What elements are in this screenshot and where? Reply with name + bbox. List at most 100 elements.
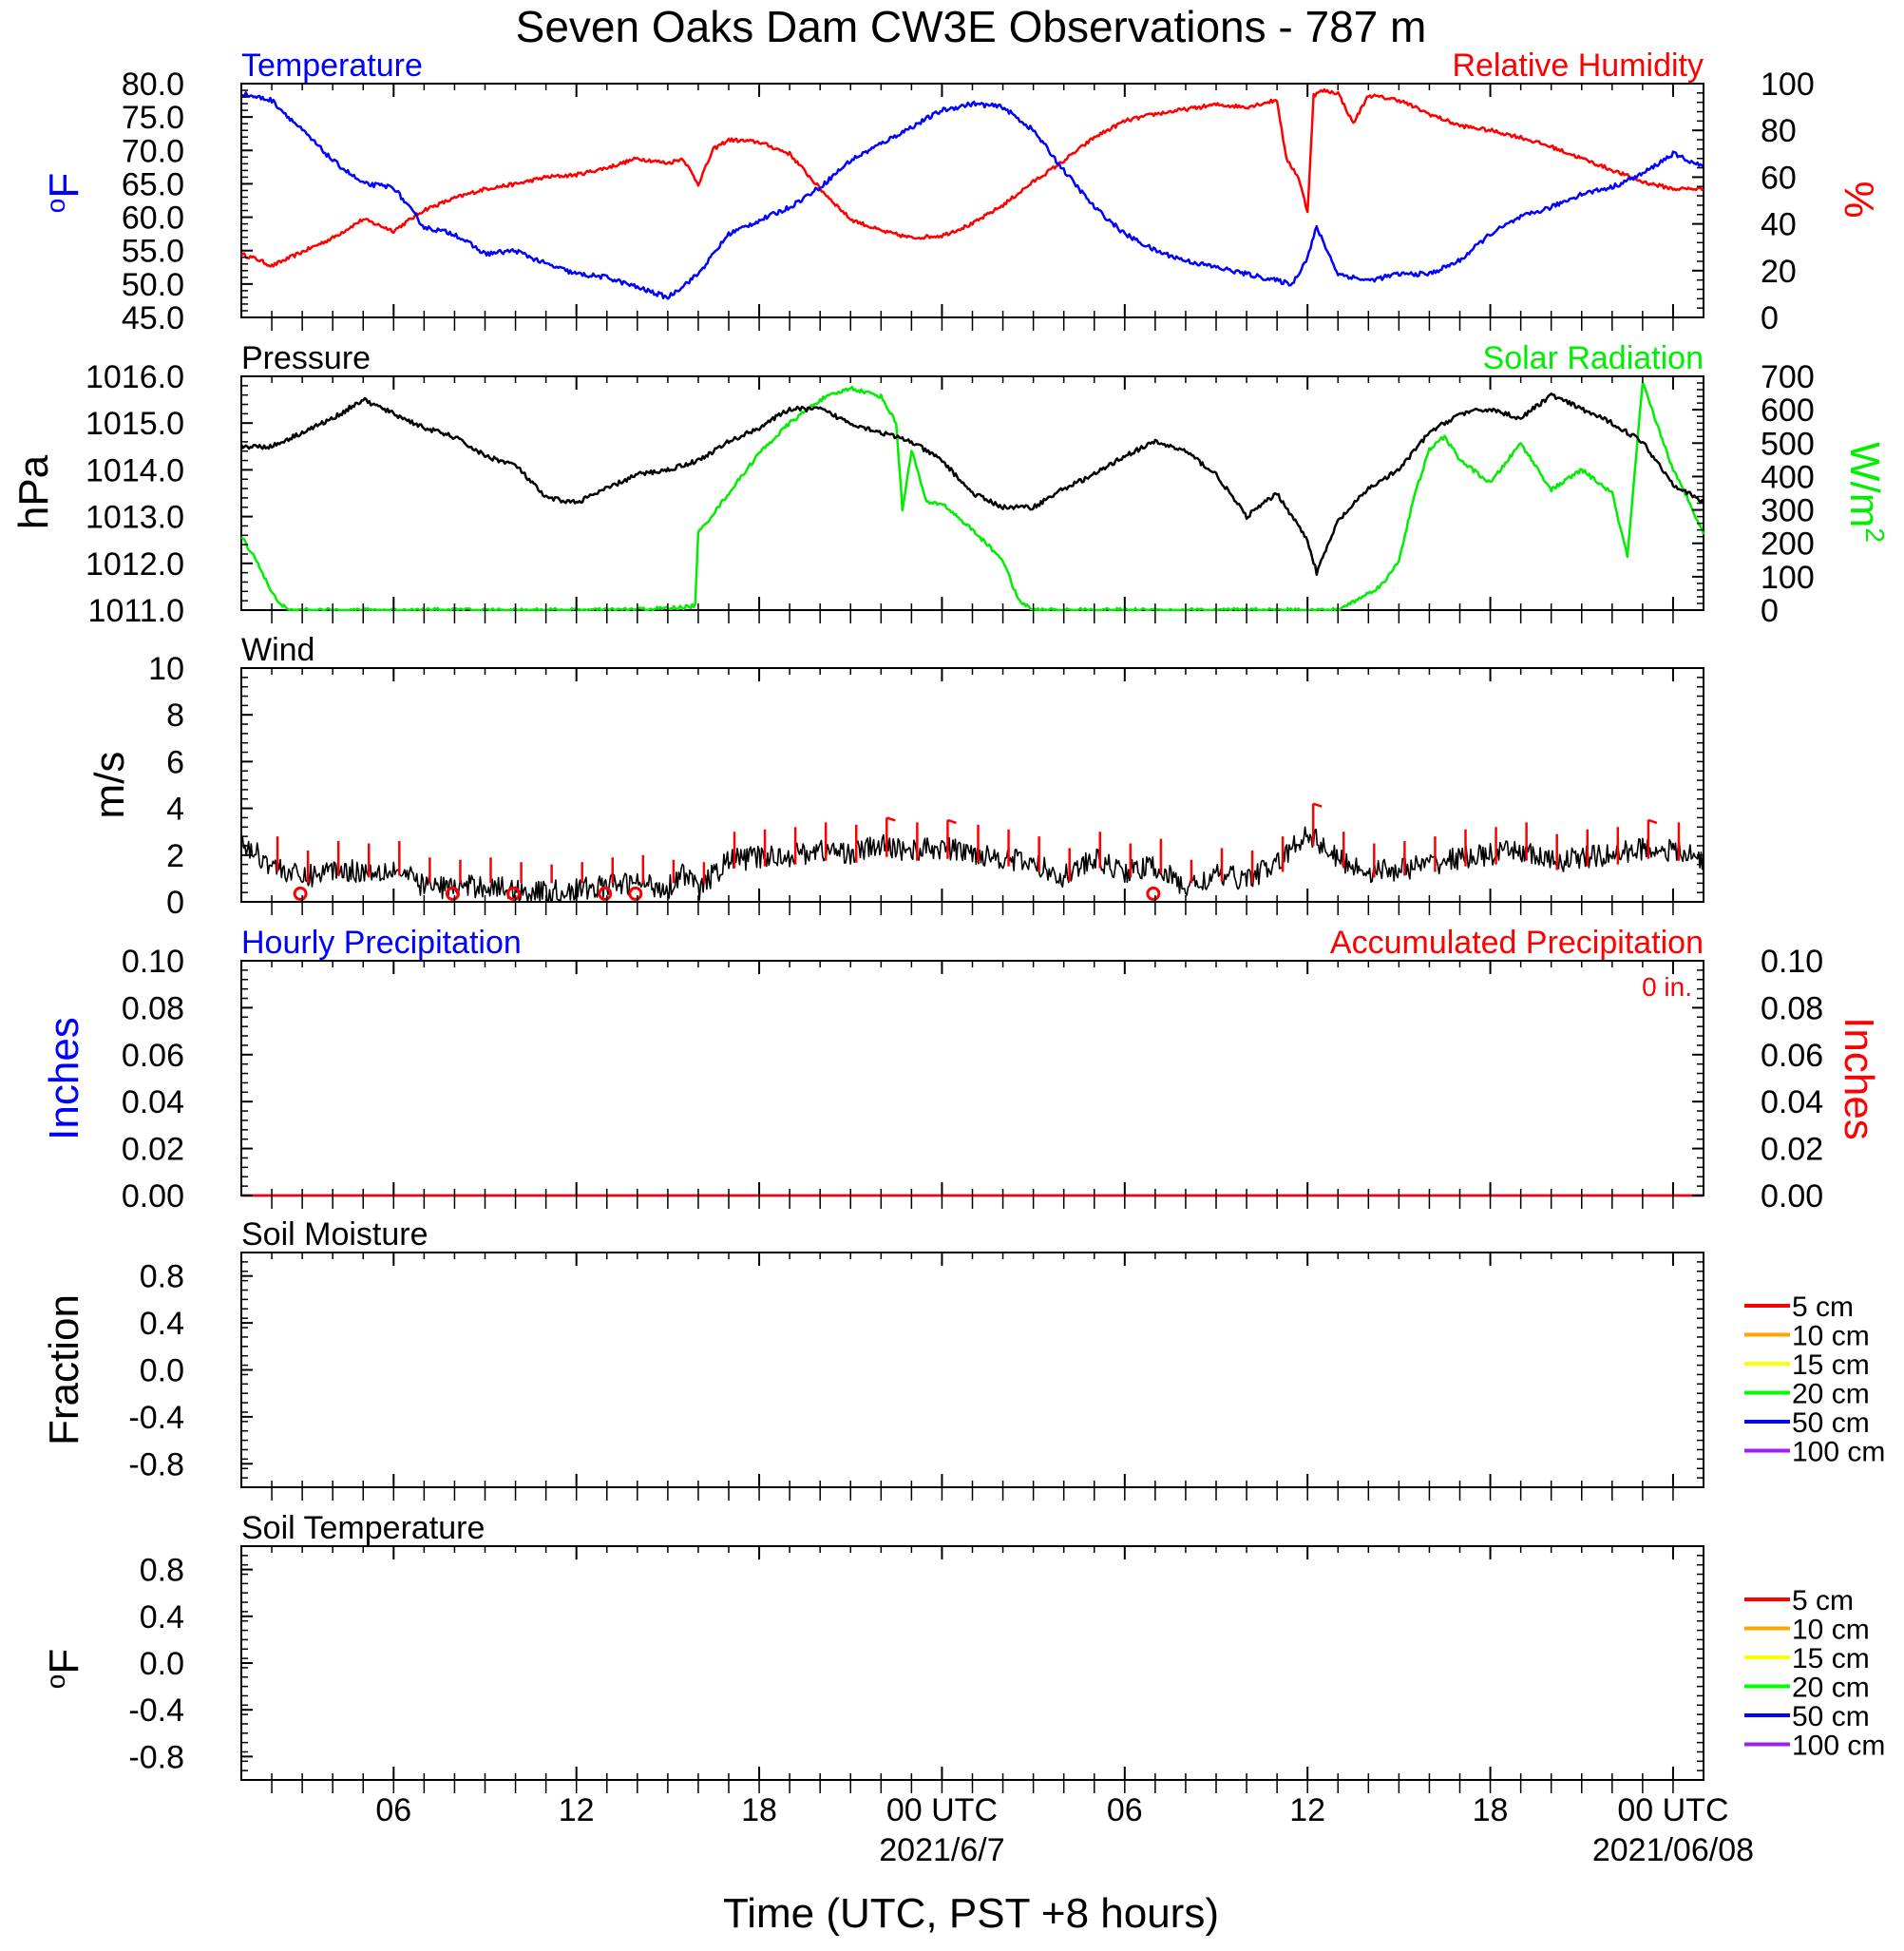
accum-precip-title: Accumulated Precipitation <box>1330 925 1704 961</box>
soil-moisture-frame <box>240 1252 1704 1488</box>
wind-barb-flag <box>885 816 896 822</box>
calm-wind-marker <box>1146 886 1161 901</box>
solar-unit-main: W/m <box>1841 442 1888 527</box>
tick-label: 0.06 <box>122 1038 184 1074</box>
tick-label: 60.0 <box>122 201 184 237</box>
temp-x-ticks <box>271 84 1674 331</box>
tick-label: 300 <box>1761 493 1815 529</box>
legend-label: 20 cm <box>1792 1379 1870 1410</box>
unit-letter: F <box>41 173 87 199</box>
calm-wind-marker <box>506 886 522 901</box>
temperature-title: Temperature <box>241 48 423 84</box>
tick-label: 65.0 <box>122 166 184 202</box>
pressure-ticks: 1016.0 1015.0 1014.0 1013.0 1012.0 1011.0 <box>86 359 253 629</box>
tick-label: 100 <box>1761 560 1815 596</box>
soil-temperature-minor-ticks-right <box>1697 1545 1704 1781</box>
calm-wind-marker <box>628 886 643 901</box>
tick-label: 0.4 <box>140 1599 184 1635</box>
tick-label: 0.10 <box>122 944 184 980</box>
tick-label: 500 <box>1761 426 1815 462</box>
pressure-unit: hPa <box>10 454 57 529</box>
time-tick-label: 18 <box>741 1792 777 1828</box>
tick-label: 0.08 <box>122 990 184 1026</box>
wind-minor-ticks-right <box>1697 667 1704 903</box>
tick-label: 8 <box>166 698 184 734</box>
wind-unit: m/s <box>86 752 133 819</box>
temp-ticks: 80.075.070.065.060.055.050.045.0 <box>122 67 253 336</box>
humidity-unit: % <box>1836 181 1882 218</box>
tick-label: 1016.0 <box>86 359 184 395</box>
tick-label: 55.0 <box>122 234 184 270</box>
legend-label: 50 cm <box>1792 1701 1870 1732</box>
solar-minor-ticks <box>1697 375 1704 611</box>
tick-label: 0.06 <box>1761 1038 1823 1074</box>
wind-barb-flag <box>1312 802 1323 808</box>
time-tick-label: 18 <box>1473 1792 1509 1828</box>
soil-temperature-minor-ticks <box>241 1545 248 1781</box>
legend-label: 10 cm <box>1792 1615 1870 1646</box>
rh-minor-ticks <box>1697 83 1704 318</box>
tick-label: 1012.0 <box>86 546 184 583</box>
legend-label: 50 cm <box>1792 1407 1870 1439</box>
tick-label: 0.8 <box>140 1259 184 1295</box>
precip-minor-ticks-right <box>1697 960 1704 1196</box>
wind-minor-ticks <box>241 667 248 903</box>
tick-label: 100 <box>1761 67 1815 103</box>
legend-label: 100 cm <box>1792 1731 1885 1762</box>
tick-label: 0.02 <box>1761 1132 1823 1168</box>
tick-label: 200 <box>1761 526 1815 563</box>
solar-unit-superscript: 2 <box>1860 527 1890 543</box>
legend-label: 15 cm <box>1792 1643 1870 1674</box>
tick-label: 1014.0 <box>86 452 184 488</box>
hourly-precip-title: Hourly Precipitation <box>241 925 522 961</box>
pressure-minor-ticks <box>241 375 248 611</box>
hourly-precip-unit: Inches <box>41 1017 87 1140</box>
soil-moisture-minor-ticks-right <box>1697 1252 1704 1488</box>
soil-moisture-x-ticks <box>271 1253 1674 1501</box>
tick-label: 0.8 <box>140 1553 184 1589</box>
legend-label: 5 cm <box>1792 1585 1854 1616</box>
tick-label: 0.10 <box>1761 944 1823 980</box>
rh-ticks: 100 80 60 40 20 0 <box>1692 67 1815 336</box>
solar-radiation-line <box>240 381 1705 612</box>
solar-title: Solar Radiation <box>1483 340 1704 376</box>
calm-wind-marker <box>445 886 460 901</box>
tick-label: 0.00 <box>122 1178 184 1215</box>
temp-rh-frame <box>240 83 1704 318</box>
time-tick-label: 00 UTC <box>886 1792 998 1828</box>
tick-label: -0.4 <box>128 1693 184 1729</box>
time-tick-label: 12 <box>559 1792 595 1828</box>
unit-letter: F <box>41 1649 87 1674</box>
tick-label: 0.0 <box>140 1646 184 1682</box>
wind-barb-flag <box>1647 818 1658 825</box>
accum-precip-unit: Inches <box>1836 1017 1882 1140</box>
tick-label: 0.04 <box>1761 1084 1823 1120</box>
tick-label: -0.4 <box>128 1400 184 1436</box>
precip-frame <box>240 960 1704 1196</box>
legend-label: 100 cm <box>1792 1437 1885 1468</box>
wind-x-ticks <box>271 668 1674 915</box>
tick-label: 80.0 <box>122 67 184 103</box>
tick-label: 6 <box>166 744 184 780</box>
accum-precip-total: 0 in. <box>1642 972 1692 1002</box>
temperature-unit: oF <box>41 173 87 213</box>
wind-barb-flag <box>947 818 957 825</box>
legend-label: 20 cm <box>1792 1673 1870 1704</box>
calm-wind-marker <box>293 886 308 901</box>
tick-label: 700 <box>1761 359 1815 395</box>
tick-label: 2 <box>166 838 184 874</box>
tick-label: 0 <box>166 885 184 921</box>
soil-moisture-ticks: 0.8 0.4 0.0 -0.4 -0.8 <box>128 1259 253 1482</box>
pressure-x-ticks <box>271 376 1674 623</box>
time-tick-label: 06 <box>1107 1792 1143 1828</box>
soil-temperature-x-ticks <box>271 1546 1674 1793</box>
degree-symbol: o <box>41 1674 70 1690</box>
tick-label: 1015.0 <box>86 406 184 442</box>
tick-label: 0.08 <box>1761 990 1823 1026</box>
tick-label: -0.8 <box>128 1446 184 1482</box>
tick-label: 10 <box>148 651 184 687</box>
accum-precip-ticks: 0.10 0.08 0.06 0.04 0.02 0.00 <box>1692 944 1823 1215</box>
wind-speed-line <box>240 826 1704 903</box>
